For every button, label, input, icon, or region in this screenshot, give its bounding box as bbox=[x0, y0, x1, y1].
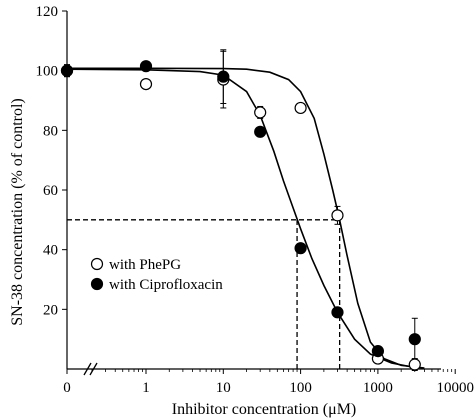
point-ciprofloxacin bbox=[371, 345, 384, 358]
axis-break-mark bbox=[83, 362, 92, 376]
point-phepg bbox=[294, 101, 307, 115]
point-ciprofloxacin bbox=[408, 333, 421, 346]
point-ciprofloxacin bbox=[60, 64, 74, 77]
y-axis-title: SN-38 concentration (% of control) bbox=[9, 98, 26, 325]
legend: with PhePG with Ciprofloxacin bbox=[90, 257, 223, 293]
y-tick-labels: 20 40 60 80 100 120 bbox=[36, 4, 59, 318]
fit-curve-ciprofloxacin bbox=[66, 68, 415, 369]
x-tick-label: 1000 bbox=[363, 380, 393, 396]
legend-label-phepg: with PhePG bbox=[109, 257, 181, 273]
legend-marker-ciprofloxacin bbox=[90, 277, 104, 291]
point-ciprofloxacin bbox=[294, 242, 307, 255]
y-tick-label: 20 bbox=[43, 302, 58, 318]
axes bbox=[62, 10, 456, 376]
x-tick-label: 10000 bbox=[436, 380, 474, 396]
legend-marker-phepg bbox=[90, 257, 104, 271]
point-ciprofloxacin bbox=[331, 306, 344, 319]
fit-curves bbox=[66, 67, 425, 369]
point-ciprofloxacin bbox=[254, 125, 267, 138]
fit-curve-phepg bbox=[67, 67, 425, 369]
axis-break-mark bbox=[89, 362, 98, 376]
y-tick-label: 80 bbox=[43, 123, 58, 139]
x-tick-label: 0 bbox=[63, 380, 71, 396]
x-tick-labels: 0110100100010000100000 bbox=[63, 380, 474, 396]
data-points bbox=[60, 60, 421, 371]
point-phepg bbox=[331, 209, 344, 222]
x-tick-label: 1 bbox=[142, 380, 150, 396]
reference-lines bbox=[67, 219, 341, 369]
point-phepg bbox=[254, 106, 267, 119]
point-phepg bbox=[408, 358, 421, 371]
y-tick-label: 100 bbox=[36, 64, 59, 80]
point-phepg bbox=[139, 77, 153, 91]
point-ciprofloxacin bbox=[217, 70, 230, 83]
x-tick-label: 10 bbox=[216, 380, 231, 396]
y-tick-label: 60 bbox=[43, 183, 58, 199]
x-tick-label: 100 bbox=[289, 380, 312, 396]
x-axis-title: Inhibitor concentration (μM) bbox=[172, 401, 357, 418]
y-tick-label: 120 bbox=[36, 4, 59, 20]
y-tick-label: 40 bbox=[43, 243, 58, 259]
legend-label-ciprofloxacin: with Ciprofloxacin bbox=[109, 277, 223, 293]
point-ciprofloxacin bbox=[139, 60, 153, 73]
